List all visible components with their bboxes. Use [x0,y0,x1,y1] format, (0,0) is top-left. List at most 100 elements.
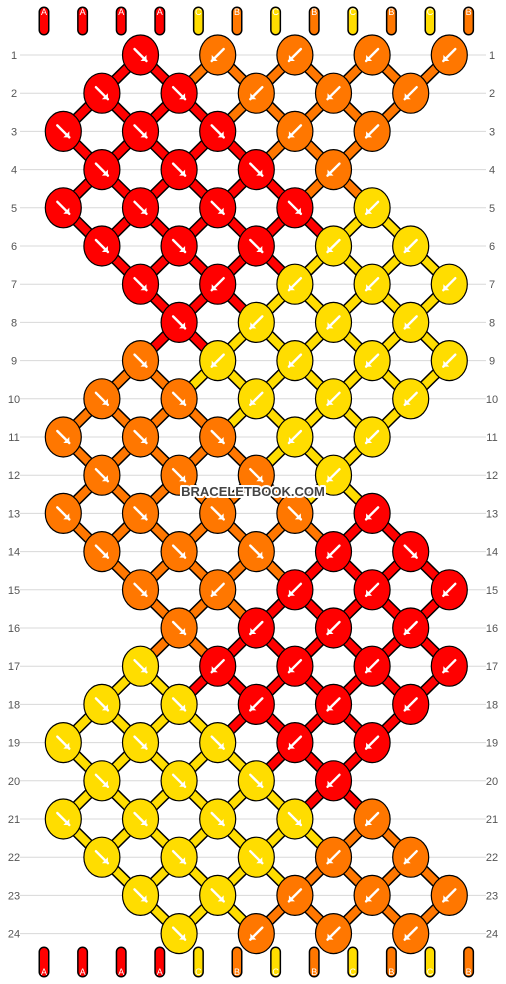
arrow-head-icon [179,780,186,787]
arrow-head-icon [101,398,108,405]
arrow-head-icon [140,360,147,367]
strand-label-bottom: C [350,967,357,977]
knot [353,645,391,687]
arrow-head-icon [366,437,373,443]
strand-label-bottom: B [234,967,240,977]
arrow-head-icon [101,704,108,711]
knot [83,72,121,114]
row-number-left: 22 [8,852,20,864]
knot [83,683,121,726]
arrow-head-icon [179,93,186,100]
arrow-head-icon [140,513,147,520]
knot [276,416,314,458]
knot [392,378,430,420]
row-number-left: 24 [8,929,20,941]
row-number-right: 22 [486,852,498,864]
knot [314,912,353,955]
arrow-head-icon [288,284,295,291]
knot [392,301,430,343]
knot [160,683,198,726]
arrow-head-icon [366,742,373,749]
arrow-head-icon [140,895,147,902]
arrow-head-icon [327,475,334,482]
knot [353,721,391,764]
arrow-head-icon [443,284,450,291]
arrow-head-icon [256,169,263,176]
row-number-right: 24 [486,929,498,941]
knot [121,569,160,611]
arrow-head-icon [327,704,334,711]
arrow-head-icon [140,589,147,596]
row-number-right: 16 [486,623,498,635]
arrow-head-icon [140,742,147,749]
knot [237,607,275,649]
knot [121,340,160,382]
arrow-head-icon [140,819,147,825]
knot [353,798,391,840]
knot [276,187,314,229]
row-number-right: 12 [486,470,498,482]
knot [199,416,237,458]
row-number-right: 7 [489,279,495,291]
arrow-head-icon [404,628,411,634]
knot [121,416,160,458]
arrow-head-icon [410,551,417,558]
arrow-head-icon [443,895,450,902]
knot [199,187,237,229]
arrow-head-icon [366,589,373,596]
arrow-head-icon [140,284,147,291]
arrow-head-icon [256,475,263,482]
knot [314,149,353,191]
knot [276,874,314,917]
arrow-head-icon [366,284,373,291]
strand-label-top: A [157,7,163,17]
knot [314,72,353,114]
knot [237,683,275,726]
row-number-left: 13 [8,508,20,520]
strand-label-bottom: B [311,967,317,977]
arrow-head-icon [217,131,224,138]
strand-label-bottom: C [427,967,434,977]
row-number-right: 13 [486,508,498,520]
knot [314,607,353,649]
arrow-head-icon [179,857,186,864]
arrow-head-icon [211,360,218,367]
strand-label-bottom: A [80,967,86,977]
arrow-head-icon [101,93,108,100]
strand-label-bottom: B [388,967,394,977]
arrow-head-icon [140,666,147,673]
arrow-head-icon [443,666,450,673]
arrow-head-icon [179,551,186,558]
strand-label-bottom: C [195,967,202,977]
knot [430,263,468,305]
knot [121,798,160,840]
knot [83,149,121,191]
knot [121,874,160,917]
arrow-head-icon [327,93,334,100]
knot [160,760,198,802]
row-number-left: 15 [8,585,20,597]
arrow-head-icon [63,513,70,520]
arrow-head-icon [327,322,334,329]
row-number-right: 4 [489,165,495,177]
knot [121,645,160,687]
arrow-head-icon [250,933,257,940]
knot [392,72,430,114]
row-number-right: 17 [486,661,498,673]
knot [237,72,275,114]
knot [392,530,430,573]
knot [353,110,391,152]
knot [121,721,160,764]
knot [160,530,198,573]
row-number-right: 10 [486,394,498,406]
strand-label-bottom: A [157,967,163,977]
arrow-head-icon [217,437,224,443]
row-number-right: 18 [486,699,498,711]
arrow-head-icon [327,780,334,787]
arrow-head-icon [101,475,108,482]
knot [276,645,314,687]
row-number-right: 23 [486,890,498,902]
knot [237,760,275,802]
knot [44,721,82,764]
